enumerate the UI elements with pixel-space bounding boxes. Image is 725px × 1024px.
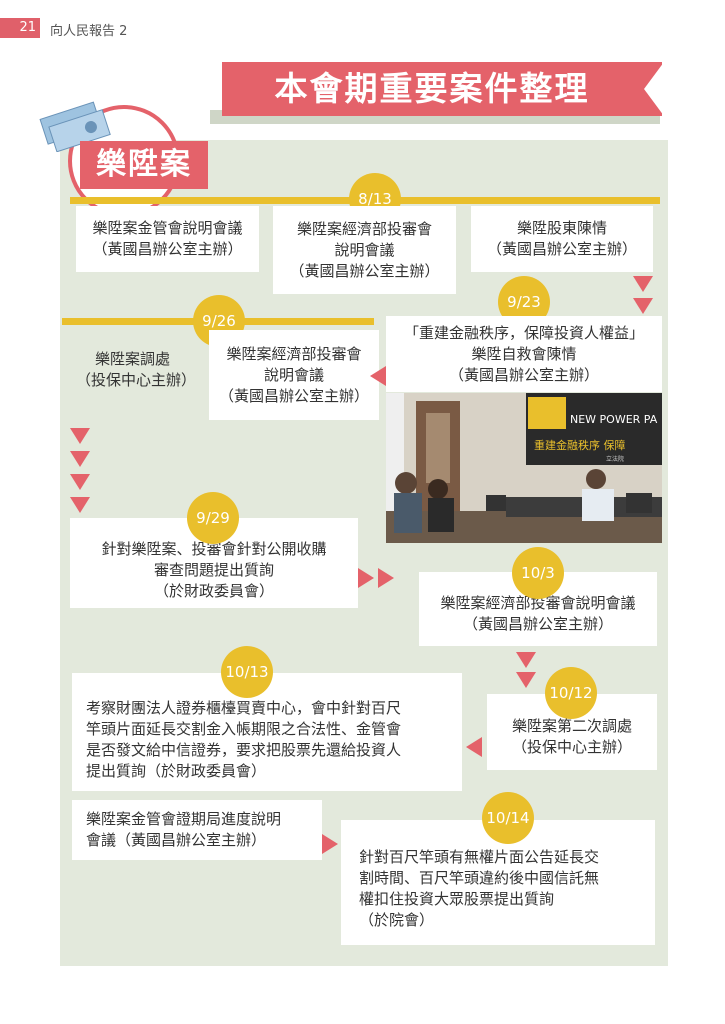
date-badge: 10/3 [512,547,564,599]
event-card: 樂陞案金管會證期局進度說明 會議（黃國昌辦公室主辦） [72,800,322,860]
arrow-right-icon [322,834,338,854]
sign-small-text: 立法院 [606,455,624,463]
arrow-down-icon [70,428,90,444]
arrow-down-icon [70,474,90,490]
date-badge: 9/29 [187,492,239,544]
sign-brand-text: NEW POWER PA [570,413,658,426]
arrow-left-icon [466,737,482,757]
page-title: 本會期重要案件整理 [274,69,590,108]
event-card: 樂陞案調處 （投保中心主辦） [76,350,197,389]
event-card: 樂陞案經濟部投審會 說明會議 （黃國昌辦公室主辦） [209,330,379,420]
publication-title: 向人民報告 2 [50,24,128,39]
page-number: 21 [0,18,40,38]
arrow-down-icon [633,298,653,314]
arrow-down-icon [70,497,90,513]
arrow-down-icon [516,652,536,668]
arrow-down-icon [70,451,90,467]
meeting-photo: NEW POWER PA 重建金融秩序 保障 立法院 [386,393,662,543]
meeting-photo-illustration: NEW POWER PA 重建金融秩序 保障 立法院 [386,393,662,543]
arrow-down-icon [516,672,536,688]
date-badge: 10/13 [221,646,273,698]
event-card: 樂陞案經濟部投審會 說明會議 （黃國昌辦公室主辦） [273,206,456,294]
date-badge: 10/14 [482,792,534,844]
arrow-left-icon [370,366,386,386]
date-badge: 10/12 [545,667,597,719]
title-banner [222,62,662,116]
event-card: 「重建金融秩序，保障投資人權益」 樂陞自救會陳情 （黃國昌辦公室主辦） [386,316,662,392]
event-card: 樂陞案金管會說明會議 （黃國昌辦公室主辦） [76,206,259,272]
arrow-down-icon [633,276,653,292]
arrow-right-icon [358,568,374,588]
event-card: 考察財團法人證券櫃檯買賣中心，會中針對百尺 竿頭片面延長交割金入帳期限之合法性、… [72,673,462,791]
sign-banner-text: 重建金融秩序 保障 [534,438,626,452]
arrow-right-icon [378,568,394,588]
title-banner-notch [644,62,664,116]
case-badge: 樂陞案 [80,141,208,189]
event-card: 樂陞股東陳情 （黃國昌辦公室主辦） [471,206,653,272]
banknotes-icon [39,101,111,152]
